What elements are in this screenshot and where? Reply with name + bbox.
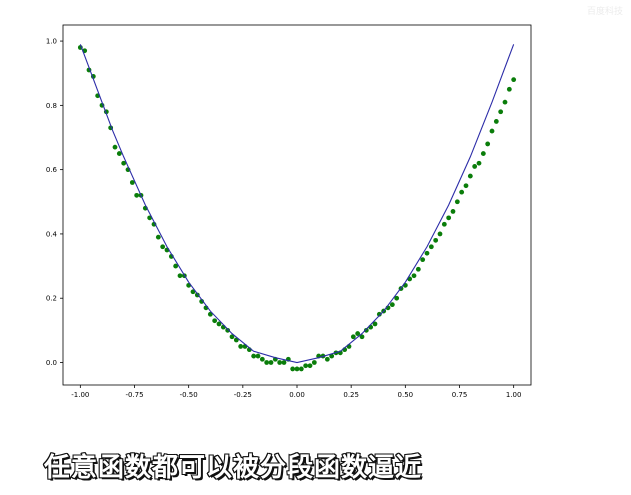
data-point [190, 289, 196, 295]
data-point [264, 360, 270, 365]
data-point [450, 209, 456, 214]
piecewise-fit-line [79, 44, 515, 364]
data-point [368, 324, 374, 330]
data-point [212, 318, 218, 324]
data-point [459, 189, 465, 195]
y-tick-label: 0.4 [46, 230, 58, 238]
chart-svg: -1.00 -0.75 -0.50 -0.25 0.00 0.25 0.50 0.75 1.00… [46, 24, 532, 399]
data-point [493, 119, 499, 124]
data-point [389, 302, 395, 308]
y-tick-label: 0.8 [46, 102, 57, 110]
data-point [489, 128, 495, 134]
data-point [324, 356, 330, 362]
x-tick-label: -1.00 [71, 391, 89, 399]
data-point [467, 173, 473, 179]
x-axis: -1.00 -0.75 -0.50 -0.25 0.00 0.25 0.50 0.75 1.00 [71, 385, 521, 399]
data-point [428, 244, 434, 250]
data-point [511, 77, 517, 83]
data-point [502, 99, 508, 105]
data-point [415, 266, 421, 272]
data-point [372, 321, 378, 327]
data-point [298, 366, 304, 372]
data-point [173, 263, 179, 269]
scatter-series [77, 45, 517, 372]
data-point [112, 144, 118, 150]
y-tick-label: 0.0 [46, 359, 57, 367]
x-tick-label: 0.75 [452, 391, 468, 399]
data-point [311, 360, 317, 365]
data-point [220, 324, 226, 330]
data-point [437, 231, 443, 237]
chart-area: -1.00 -0.75 -0.50 -0.25 0.00 0.25 0.50 0.75 1.00… [46, 24, 532, 399]
data-point [355, 331, 361, 336]
data-point [376, 311, 382, 317]
data-point [294, 366, 300, 372]
data-point [441, 221, 447, 227]
data-point [155, 234, 161, 240]
y-tick-label: 0.6 [46, 166, 58, 174]
x-tick-label: -0.50 [180, 391, 198, 399]
data-point [134, 192, 140, 198]
data-point [480, 151, 486, 156]
data-point [277, 360, 283, 365]
data-point [363, 327, 369, 333]
data-point [233, 337, 239, 343]
x-tick-label: 1.00 [506, 391, 522, 399]
data-point [472, 164, 478, 169]
data-point [424, 250, 430, 256]
data-point [129, 180, 135, 185]
data-point [216, 321, 222, 327]
plot-frame [62, 24, 532, 386]
data-point [303, 363, 309, 369]
data-point [116, 151, 122, 156]
data-point [506, 86, 512, 92]
x-tick-label: -0.25 [234, 391, 252, 399]
y-tick-label: 1.0 [46, 38, 57, 46]
x-tick-label: 0.50 [398, 391, 414, 399]
data-point [463, 183, 469, 189]
data-point [359, 334, 365, 340]
caption-text: 任意函数都可以被分段函数逼近 [43, 452, 423, 484]
data-point [307, 363, 313, 369]
data-point [160, 244, 166, 250]
data-point [281, 360, 287, 365]
data-point [259, 356, 265, 362]
data-point [290, 366, 296, 372]
data-point [177, 273, 183, 279]
data-point [350, 334, 356, 340]
data-point [446, 215, 452, 221]
data-point [454, 199, 460, 205]
data-point [411, 273, 417, 279]
data-point [255, 353, 261, 359]
data-point [329, 353, 335, 359]
watermark: 百度科技 [586, 7, 623, 17]
y-tick-label: 0.2 [46, 295, 57, 303]
data-point [498, 109, 504, 115]
data-point [476, 160, 482, 166]
data-point [229, 334, 235, 340]
data-point [268, 360, 274, 365]
data-point [251, 353, 257, 359]
data-point [420, 257, 426, 263]
data-point [433, 237, 439, 243]
data-point [485, 141, 491, 147]
x-tick-label: -0.75 [125, 391, 143, 399]
y-axis: 0.0 0.2 0.4 0.6 0.8 1.0 [46, 38, 63, 367]
data-point [394, 295, 400, 301]
data-point [225, 327, 231, 333]
data-point [238, 344, 244, 349]
x-tick-label: 0.25 [343, 391, 359, 399]
data-point [121, 160, 127, 166]
x-tick-label: 0.00 [289, 391, 305, 399]
